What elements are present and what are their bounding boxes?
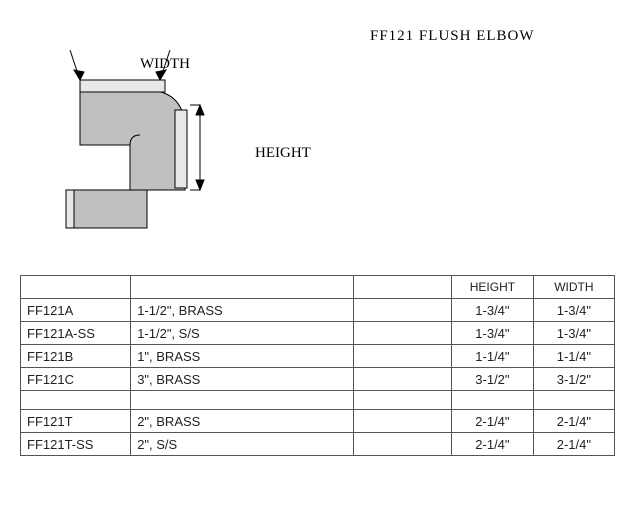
width-label: WIDTH bbox=[140, 56, 190, 73]
table-spacer bbox=[21, 391, 615, 410]
table-row: FF121A-SS 1-1/2", S/S 1-3/4" 1-3/4" bbox=[21, 322, 615, 345]
table-row: FF121C 3", BRASS 3-1/2" 3-1/2" bbox=[21, 368, 615, 391]
spec-table: HEIGHT WIDTH FF121A 1-1/2", BRASS 1-3/4"… bbox=[20, 275, 615, 456]
height-label: HEIGHT bbox=[255, 145, 311, 162]
col-height: HEIGHT bbox=[452, 276, 534, 299]
table-header-row: HEIGHT WIDTH bbox=[21, 276, 615, 299]
table-row: FF121T 2", BRASS 2-1/4" 2-1/4" bbox=[21, 410, 615, 433]
spec-table-wrap: HEIGHT WIDTH FF121A 1-1/2", BRASS 1-3/4"… bbox=[20, 275, 615, 456]
table-row: FF121B 1", BRASS 1-1/4" 1-1/4" bbox=[21, 345, 615, 368]
table-row: FF121T-SS 2", S/S 2-1/4" 2-1/4" bbox=[21, 433, 615, 456]
elbow-diagram: WIDTH HEIGHT bbox=[50, 50, 310, 260]
page-title: FF121 FLUSH ELBOW bbox=[370, 28, 535, 45]
col-width: WIDTH bbox=[533, 276, 614, 299]
table-row: FF121A 1-1/2", BRASS 1-3/4" 1-3/4" bbox=[21, 299, 615, 322]
